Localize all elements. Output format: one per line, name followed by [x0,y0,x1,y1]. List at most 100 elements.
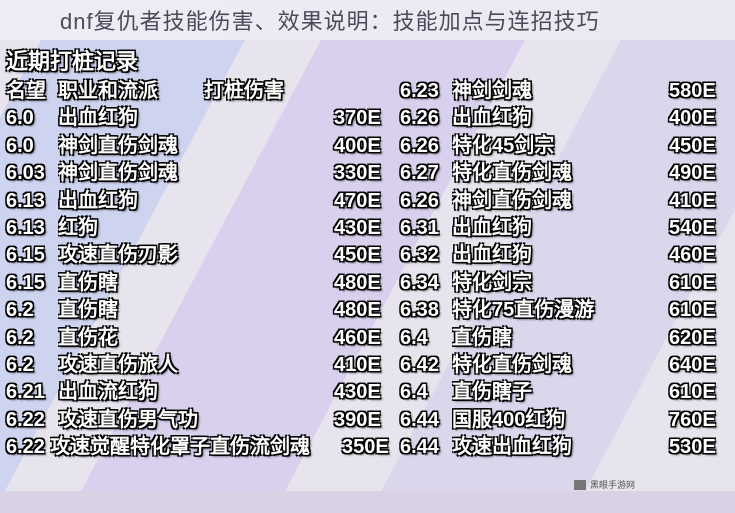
cell-fame: 6.26 [400,133,452,160]
cell-class: 特化剑宗 [452,270,669,297]
cell-damage: 430E [334,215,394,242]
cell-fame: 6.21 [6,379,58,406]
cell-fame: 6.22 [6,407,58,434]
table-row: 6.27特化直伤剑魂490E [400,160,729,187]
cell-class: 直伤瞎子 [452,379,669,406]
cell-damage: 490E [669,160,729,187]
page-title: dnf复仇者技能伤害、效果说明：技能加点与连招技巧 [60,4,600,36]
cell-damage: 350E [342,434,394,461]
table-row: 6.2直伤瞎480E [6,297,394,324]
cell-damage: 610E [669,379,729,406]
cell-fame: 6.2 [6,352,58,379]
cell-damage: 540E [669,215,729,242]
cell-class: 攻速直伤男气功 [58,407,334,434]
right-column: 6.23神剑剑魂580E6.26出血红狗400E6.26特化45剑宗450E6.… [400,78,729,462]
cell-class: 红狗 [58,215,334,242]
table-row: 6.32出血红狗460E [400,242,729,269]
cell-fame: 6.0 [6,133,58,160]
cell-fame: 6.15 [6,270,58,297]
cell-damage: 400E [334,133,394,160]
cell-fame: 6.2 [6,325,58,352]
cell-damage: 460E [334,325,394,352]
header-fame: 名望 [6,78,58,105]
cell-class: 出血红狗 [452,105,669,132]
cell-class: 出血红狗 [452,215,669,242]
cell-fame: 6.0 [6,105,58,132]
table-columns: 名望 职业和流派 打桩伤害 6.0出血红狗370E6.0神剑直伤剑魂400E6.… [6,78,729,462]
cell-fame: 6.13 [6,188,58,215]
watermark-text: 黑眼手游网 [590,478,635,491]
table-row: 6.31出血红狗540E [400,215,729,242]
table-row: 6.22攻速觉醒特化罩子直伤流剑魂350E [6,434,394,461]
cell-class: 直伤瞎 [452,325,669,352]
cell-damage: 390E [334,407,394,434]
cell-fame: 6.38 [400,297,452,324]
table-row: 6.15直伤瞎480E [6,270,394,297]
table-row: 6.0神剑直伤剑魂400E [6,133,394,160]
cell-class: 攻速直伤刃影 [58,242,334,269]
cell-fame: 6.26 [400,105,452,132]
cell-damage: 450E [334,242,394,269]
cell-fame: 6.15 [6,242,58,269]
table-row: 6.22攻速直伤男气功390E [6,407,394,434]
cell-class: 出血红狗 [58,105,334,132]
cell-fame: 6.13 [6,215,58,242]
cell-class: 出血红狗 [452,242,669,269]
cell-class: 直伤花 [58,325,334,352]
cell-fame: 6.03 [6,160,58,187]
cell-damage: 410E [334,352,394,379]
table-row: 6.38特化75直伤漫游610E [400,297,729,324]
content-area: 近期打桩记录 名望 职业和流派 打桩伤害 6.0出血红狗370E6.0神剑直伤剑… [0,44,735,462]
cell-damage: 460E [669,242,729,269]
section-heading: 近期打桩记录 [6,44,729,76]
cell-damage: 450E [669,133,729,160]
header-damage: 打桩伤害 [204,78,394,105]
table-row: 6.0出血红狗370E [6,105,394,132]
cell-class: 出血流红狗 [58,379,334,406]
cell-class: 攻速觉醒特化罩子直伤流剑魂 [50,434,342,461]
left-column: 名望 职业和流派 打桩伤害 6.0出血红狗370E6.0神剑直伤剑魂400E6.… [6,78,394,462]
cell-class: 神剑剑魂 [452,78,669,105]
cell-fame: 6.4 [400,379,452,406]
cell-fame: 6.42 [400,352,452,379]
table-row: 6.26出血红狗400E [400,105,729,132]
table-row: 6.21出血流红狗430E [6,379,394,406]
table-row: 6.44国服400红狗760E [400,407,729,434]
header-class: 职业和流派 [58,78,204,105]
table-row: 6.42特化直伤剑魂640E [400,352,729,379]
cell-class: 神剑直伤剑魂 [58,160,334,187]
table-row: 6.23神剑剑魂580E [400,78,729,105]
cell-fame: 6.26 [400,188,452,215]
cell-fame: 6.4 [400,325,452,352]
bottom-strip [0,491,735,513]
cell-damage: 640E [669,352,729,379]
cell-class: 特化直伤剑魂 [452,352,669,379]
cell-class: 特化75直伤漫游 [452,297,669,324]
table-row: 6.13出血红狗470E [6,188,394,215]
cell-damage: 530E [669,434,729,461]
table-row: 6.34特化剑宗610E [400,270,729,297]
table-row: 6.26神剑直伤剑魂410E [400,188,729,215]
cell-fame: 6.44 [400,434,452,461]
cell-damage: 610E [669,297,729,324]
table-row: 6.15攻速直伤刃影450E [6,242,394,269]
cell-class: 直伤瞎 [58,297,334,324]
table-row: 6.44攻速出血红狗530E [400,434,729,461]
top-bar: dnf复仇者技能伤害、效果说明：技能加点与连招技巧 [0,0,735,40]
cell-class: 特化45剑宗 [452,133,669,160]
cell-fame: 6.27 [400,160,452,187]
cell-damage: 470E [334,188,394,215]
cell-class: 攻速出血红狗 [452,434,669,461]
cell-damage: 580E [669,78,729,105]
cell-damage: 400E [669,105,729,132]
cell-damage: 410E [669,188,729,215]
cell-fame: 6.23 [400,78,452,105]
cell-class: 直伤瞎 [58,270,334,297]
table-row: 6.26特化45剑宗450E [400,133,729,160]
watermark: 黑眼手游网 [574,478,635,491]
watermark-icon [574,480,586,490]
table-row: 6.13红狗430E [6,215,394,242]
table-row: 6.4直伤瞎子610E [400,379,729,406]
cell-class: 攻速直伤旅人 [58,352,334,379]
cell-fame: 6.32 [400,242,452,269]
